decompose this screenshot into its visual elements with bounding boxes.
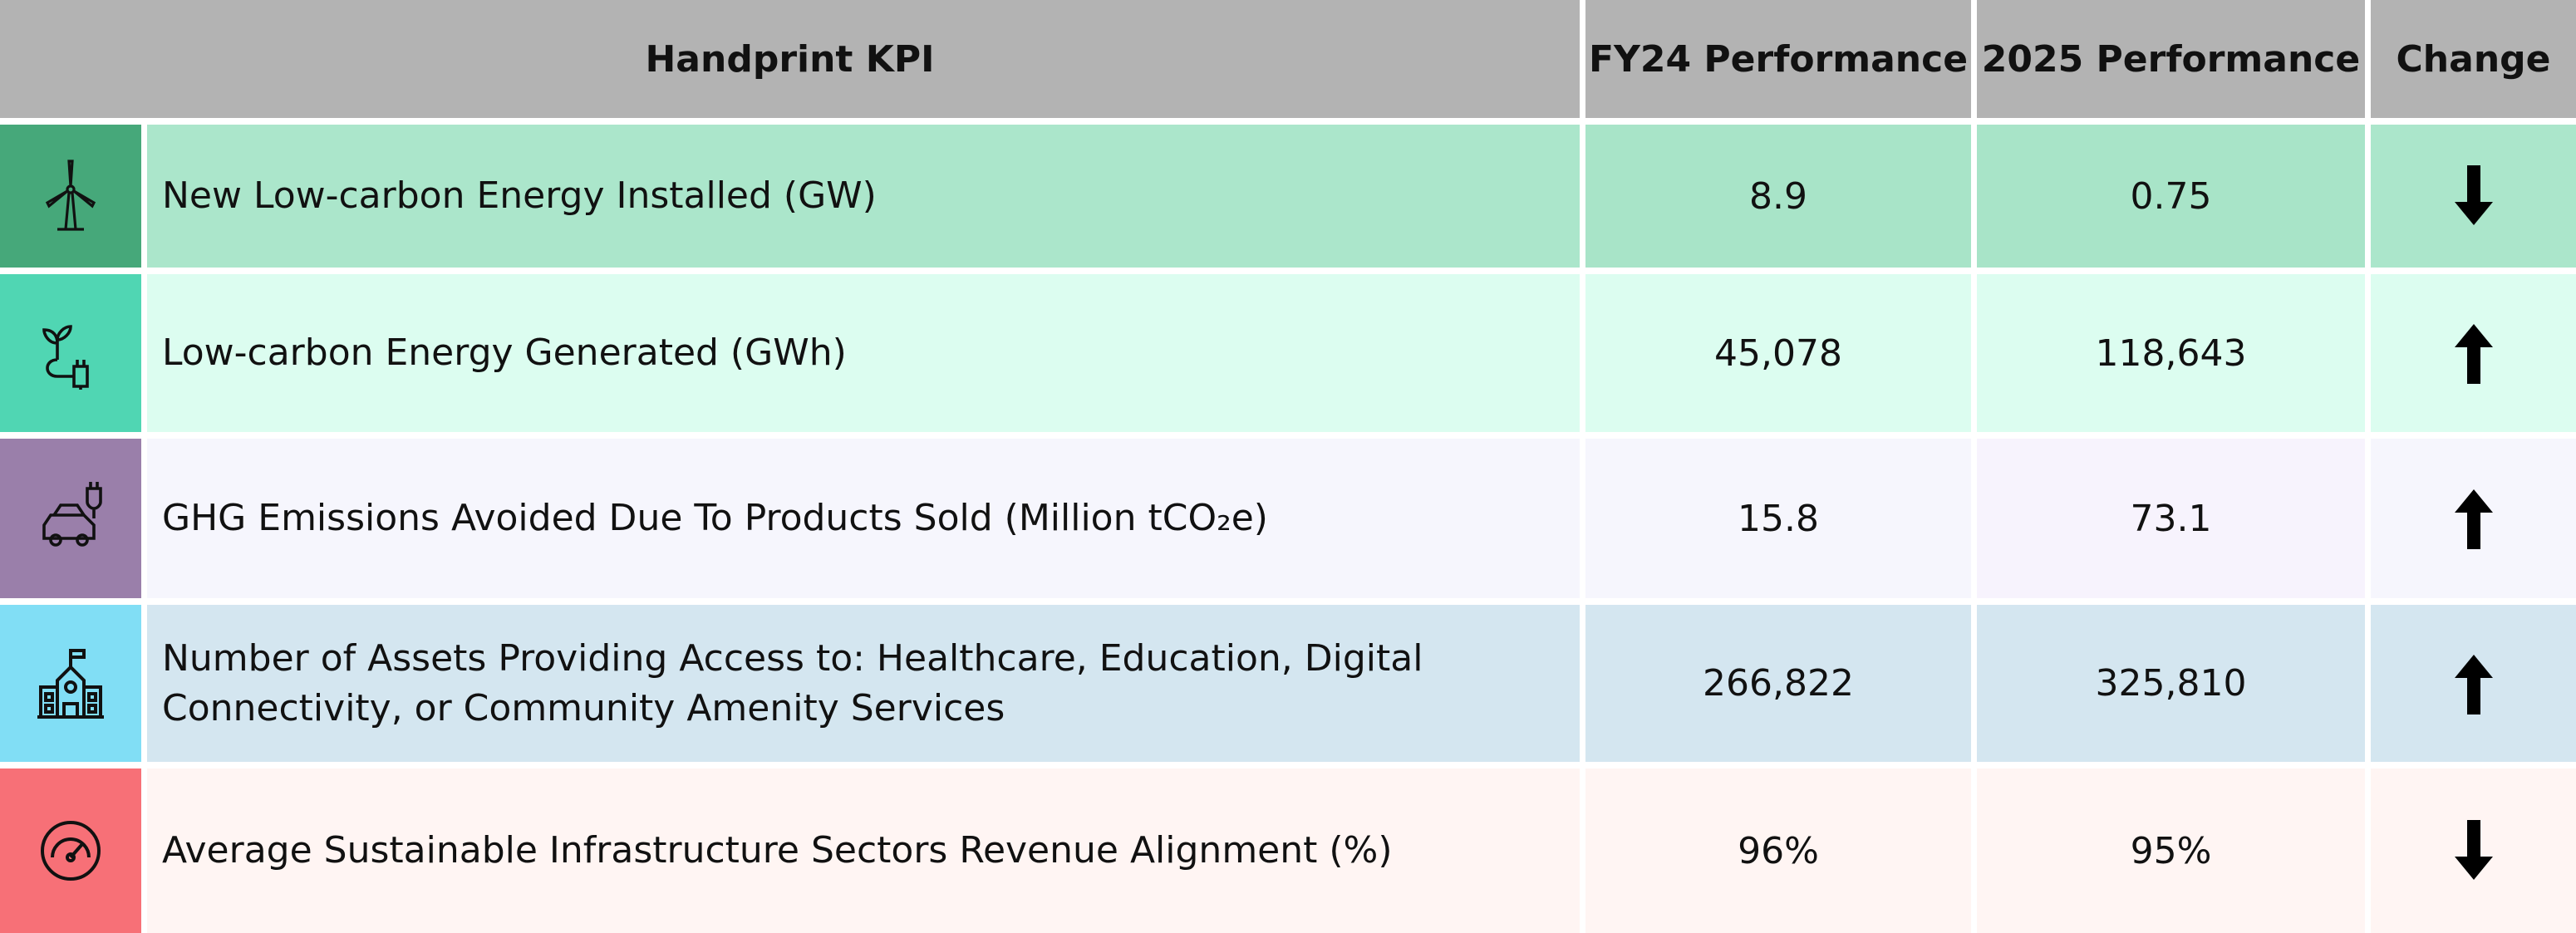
change-cell [2371, 125, 2576, 268]
y2025-value: 0.75 [1977, 125, 2365, 268]
ev-icon [42, 482, 102, 547]
header-change: Change [2371, 0, 2576, 118]
fy24-value: 45,078 [1585, 274, 1971, 432]
gauge-icon [41, 821, 101, 881]
y2025-value: 325,810 [1977, 605, 2365, 762]
change-cell [2371, 768, 2576, 933]
arrow-down [2454, 820, 2493, 880]
header-kpi: Handprint KPI [0, 0, 1580, 118]
kpi-label: Number of Assets Providing Access to: He… [147, 605, 1580, 762]
fy24-value: 8.9 [1585, 125, 1971, 268]
text: Low-carbon Energy Generated (GWh) [162, 331, 847, 374]
text: Average Sustainable Infrastructure Secto… [162, 829, 1393, 872]
turbine-icon [45, 160, 96, 231]
header-2025: 2025 Performance [1977, 0, 2365, 118]
y2025-value: 118,643 [1977, 274, 2365, 432]
arrow-up [2454, 324, 2493, 384]
icon-cell [0, 768, 141, 933]
fy24-value: 96% [1585, 768, 1971, 933]
change-cell [2371, 274, 2576, 432]
icon-cell [0, 274, 141, 432]
header-fy24: FY24 Performance [1585, 0, 1971, 118]
school-icon [37, 648, 104, 719]
kpi-label: Low-carbon Energy Generated (GWh) [147, 274, 1580, 432]
icon-cell [0, 439, 141, 598]
fy24-value: 266,822 [1585, 605, 1971, 762]
kpi-label: GHG Emissions Avoided Due To Products So… [147, 439, 1580, 598]
y2025-value: 73.1 [1977, 439, 2365, 598]
y2025-value: 95% [1977, 768, 2365, 933]
plug-plant-icon [42, 325, 89, 390]
text: Number of Assets Providing Access to: He… [162, 636, 1423, 729]
arrow-down [2454, 165, 2493, 225]
arrow-up [2454, 654, 2493, 714]
icon-cell [0, 605, 141, 762]
change-cell [2371, 439, 2576, 598]
arrow-up [2454, 489, 2493, 549]
kpi-label: New Low-carbon Energy Installed (GW) [147, 125, 1580, 268]
change-cell [2371, 605, 2576, 762]
kpi-label: Average Sustainable Infrastructure Secto… [147, 768, 1580, 933]
icon-cell [0, 125, 141, 268]
fy24-value: 15.8 [1585, 439, 1971, 598]
text: New Low-carbon Energy Installed (GW) [162, 174, 877, 217]
text: GHG Emissions Avoided Due To Products So… [162, 497, 1268, 539]
